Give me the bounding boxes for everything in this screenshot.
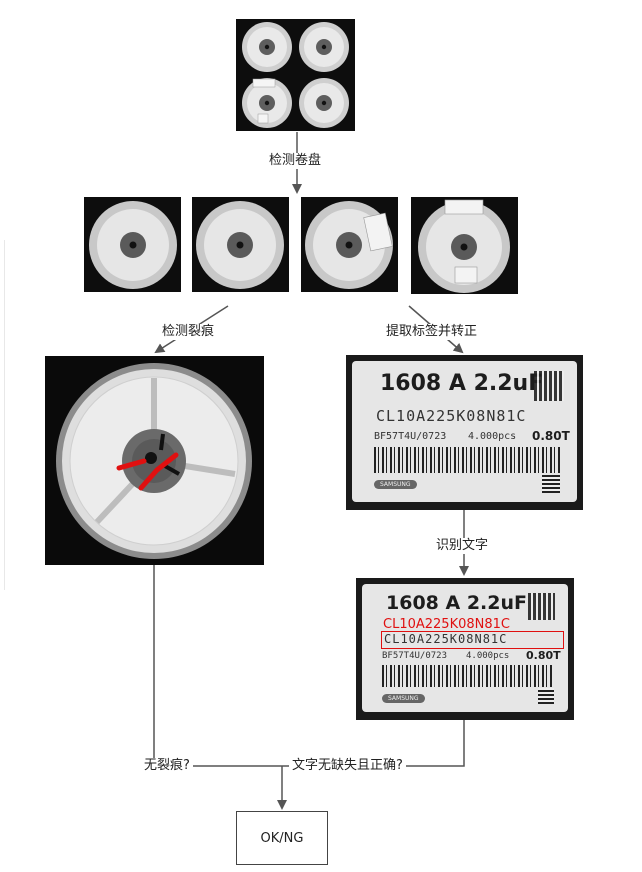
ocr-label-title: 1608 A 2.2uF [386, 592, 527, 614]
small-qr-code-icon [542, 475, 560, 493]
label-ocr: 识别文字 [433, 538, 492, 554]
qr-code-icon [534, 371, 564, 401]
barcode [374, 447, 562, 473]
label-thickness: 0.80T [532, 429, 570, 443]
ocr-label-lot: BF57T4U/0723 [382, 651, 448, 661]
ocr-barcode [382, 665, 554, 687]
reel-crop-3 [301, 197, 398, 292]
crack-detection-photo [45, 356, 264, 565]
ocr-qr-code-icon [528, 593, 555, 620]
ocr-detected-text: CL10A225K08N81C [383, 617, 510, 632]
reel-crop-1 [84, 197, 181, 292]
ocr-label-qty: 4.000pcs [466, 651, 510, 661]
ocr-result-photo: 1608 A 2.2uF CL10A225K08N81C CL10A225K08… [356, 578, 574, 720]
label-qty: 4.000pcs [468, 431, 517, 442]
result-text: OK/NG [260, 830, 304, 846]
left-edge-divider [0, 240, 5, 590]
reel-crop-4 [411, 197, 518, 294]
label-lot: BF57T4U/0723 [374, 431, 447, 442]
extracted-label-photo: 1608 A 2.2uF CL10A225K08N81C BF57T4U/072… [346, 355, 583, 510]
label-detect-reel: 检测卷盘 [266, 153, 325, 169]
ocr-label-thickness: 0.80T [526, 649, 561, 662]
four-reels-photo [236, 19, 355, 131]
label-extract-label: 提取标签并转正 [383, 324, 481, 340]
condition-no-crack: 无裂痕? [141, 758, 193, 774]
label-part-number: CL10A225K08N81C [376, 407, 527, 425]
condition-text-correct: 文字无缺失且正确? [289, 758, 406, 774]
crack-marks [116, 452, 179, 491]
ocr-brand-logo: SAMSUNG [382, 694, 425, 703]
reel-small-1 [242, 22, 292, 72]
ocr-small-qr-code-icon [538, 688, 554, 704]
reel-small-2 [299, 22, 349, 72]
line-crack-to-merge [153, 565, 282, 767]
reel-small-4 [299, 78, 349, 128]
reel-crop-2 [192, 197, 289, 292]
label-title: 1608 A 2.2uF [380, 371, 544, 396]
ocr-bounding-box [381, 631, 564, 649]
label-detect-crack: 检测裂痕 [159, 324, 218, 340]
reel-small-3 [242, 78, 292, 128]
ocr-label-part-number: CL10A225K08N81C [384, 632, 508, 646]
result-box: OK/NG [236, 811, 328, 865]
brand-logo: SAMSUNG [374, 480, 417, 489]
